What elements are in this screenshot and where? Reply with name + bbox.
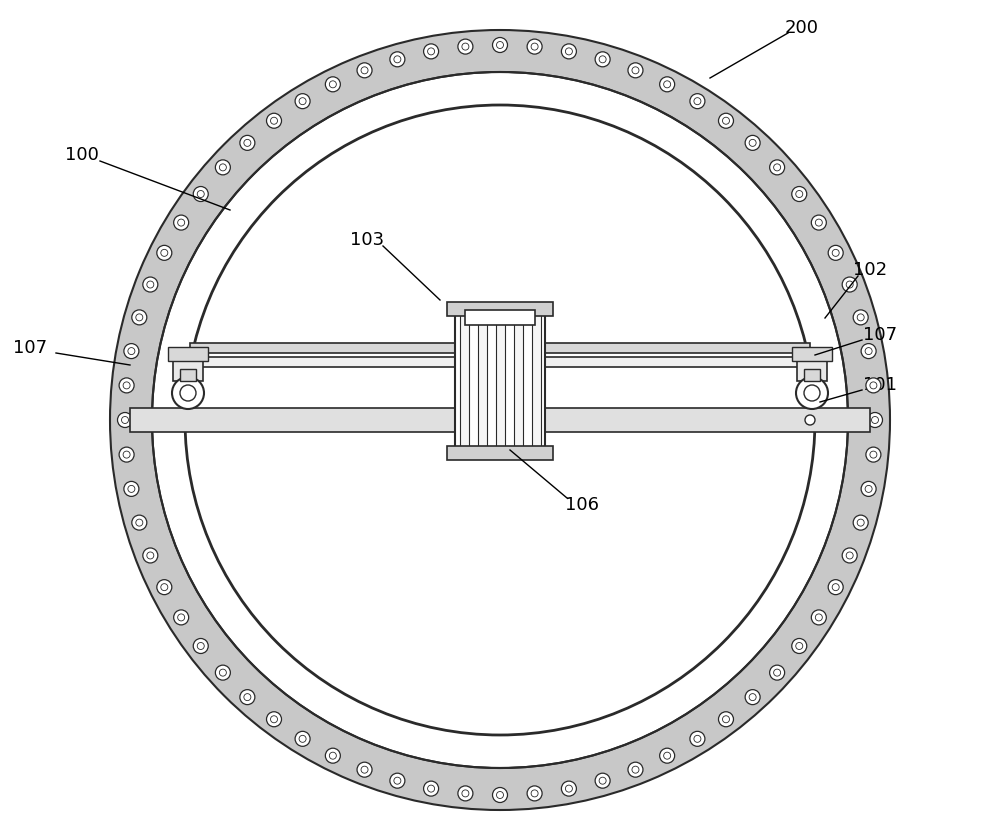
Circle shape (124, 344, 139, 358)
Circle shape (690, 732, 705, 747)
Circle shape (718, 113, 733, 129)
Circle shape (595, 773, 610, 789)
Circle shape (595, 52, 610, 67)
Bar (532, 312, 541, 448)
Circle shape (853, 515, 868, 530)
Circle shape (215, 160, 230, 175)
Bar (804, 369, 820, 381)
Text: 100: 100 (65, 146, 99, 164)
Circle shape (842, 277, 857, 292)
Circle shape (390, 773, 405, 789)
Circle shape (861, 344, 876, 358)
Circle shape (267, 113, 282, 129)
Circle shape (561, 781, 576, 796)
Circle shape (157, 246, 172, 260)
Circle shape (861, 481, 876, 496)
Circle shape (390, 52, 405, 67)
Circle shape (240, 135, 255, 150)
Text: 103: 103 (350, 231, 384, 249)
Circle shape (119, 378, 134, 393)
Bar (460, 312, 469, 448)
Circle shape (792, 639, 807, 653)
Circle shape (185, 105, 815, 735)
Wedge shape (110, 30, 890, 810)
Circle shape (124, 481, 139, 496)
Circle shape (174, 610, 189, 625)
Circle shape (357, 63, 372, 77)
Text: 102: 102 (853, 261, 887, 279)
Circle shape (868, 413, 883, 428)
Circle shape (295, 732, 310, 747)
Circle shape (745, 135, 760, 150)
Circle shape (770, 160, 785, 175)
Circle shape (172, 377, 204, 409)
Circle shape (828, 579, 843, 595)
Circle shape (295, 94, 310, 109)
Bar (465, 310, 535, 325)
Bar (180, 369, 196, 381)
Circle shape (458, 39, 473, 54)
Bar (514, 312, 523, 448)
Circle shape (628, 762, 643, 777)
Bar (797, 359, 827, 381)
Bar (496, 312, 505, 448)
Circle shape (240, 690, 255, 705)
Bar (190, 343, 810, 353)
Text: 200: 200 (785, 19, 819, 37)
Bar (447, 446, 553, 460)
Circle shape (527, 786, 542, 801)
Circle shape (132, 310, 147, 325)
Text: 101: 101 (863, 376, 897, 394)
Circle shape (770, 665, 785, 680)
Circle shape (325, 748, 340, 763)
Bar (455, 310, 545, 450)
Circle shape (492, 38, 508, 53)
Circle shape (628, 63, 643, 77)
Circle shape (143, 548, 158, 563)
Bar (792, 347, 832, 361)
Circle shape (866, 447, 881, 462)
Circle shape (357, 762, 372, 777)
Circle shape (660, 748, 675, 763)
Circle shape (660, 77, 675, 91)
Circle shape (718, 712, 733, 727)
Bar (130, 408, 870, 432)
Circle shape (215, 665, 230, 680)
Circle shape (690, 94, 705, 109)
Circle shape (119, 447, 134, 462)
Circle shape (492, 788, 508, 803)
Circle shape (193, 639, 208, 653)
Circle shape (193, 186, 208, 202)
Circle shape (118, 413, 132, 428)
Text: 107: 107 (863, 326, 897, 344)
Circle shape (132, 515, 147, 530)
Bar (447, 302, 553, 316)
Bar (478, 312, 487, 448)
Bar (173, 359, 203, 381)
Circle shape (866, 378, 881, 393)
Circle shape (805, 415, 815, 425)
Circle shape (811, 215, 826, 230)
Circle shape (424, 781, 439, 796)
Circle shape (143, 277, 158, 292)
Text: 107: 107 (13, 339, 47, 357)
Text: 106: 106 (565, 496, 599, 514)
Circle shape (561, 44, 576, 59)
Circle shape (853, 310, 868, 325)
Circle shape (458, 786, 473, 801)
Circle shape (325, 77, 340, 91)
Circle shape (811, 610, 826, 625)
Circle shape (157, 579, 172, 595)
Circle shape (424, 44, 439, 59)
Circle shape (828, 246, 843, 260)
Circle shape (267, 712, 282, 727)
Circle shape (842, 548, 857, 563)
Bar (190, 357, 810, 367)
Circle shape (745, 690, 760, 705)
Circle shape (174, 215, 189, 230)
Circle shape (792, 186, 807, 202)
Circle shape (527, 39, 542, 54)
Bar (168, 347, 208, 361)
Circle shape (796, 377, 828, 409)
